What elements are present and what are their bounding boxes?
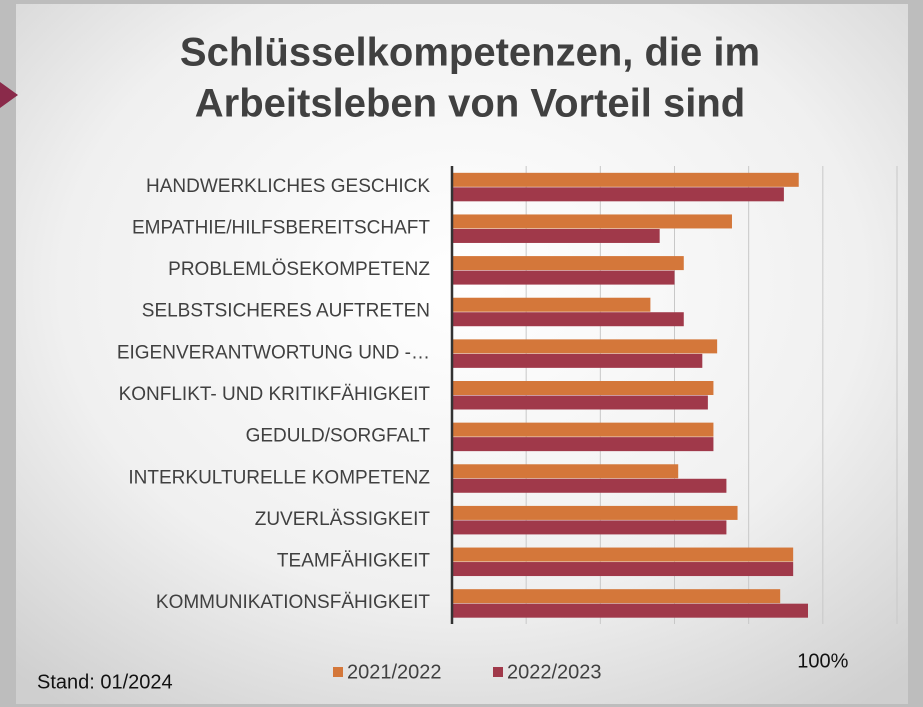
y-tick-label: ZUVERLÄSSIGKEIT [255,509,431,530]
bar [452,562,794,577]
bar [452,172,799,187]
legend-label: 2021/2022 [347,661,442,683]
bar [452,422,714,437]
legend-swatch [333,667,343,677]
bar [452,520,727,535]
footnote: Stand: 01/2024 [37,671,173,693]
y-tick-label: INTERKULTURELLE KOMPETENZ [128,467,430,488]
bar [452,381,714,395]
y-tick-label: TEAMFÄHIGKEIT [277,551,430,572]
chart-title: Schlüsselkompetenzen, die im [180,31,760,75]
bar [452,339,718,354]
y-tick-label: KOMMUNIKATIONSFÄHIGKEIT [156,592,431,613]
y-tick-label: KONFLIKT- UND KRITIKFÄHIGKEIT [119,384,431,405]
chart-title: Arbeitsleben von Vorteil sind [195,82,745,126]
bar [452,505,738,520]
arrow-decoration [0,82,18,108]
bar [452,270,675,285]
bar [452,437,714,452]
y-tick-label: HANDWERKLICHES GESCHICK [146,176,430,197]
bar [452,464,679,479]
bar [452,214,732,229]
bar [452,312,684,327]
bar [452,589,781,604]
bar [452,187,784,202]
legend-swatch [493,667,503,677]
legend-label: 2022/2023 [507,661,602,683]
bar [452,478,727,493]
bar [452,395,708,410]
bar [452,603,808,618]
y-tick-label: SELBSTSICHERES AUFTRETEN [142,301,430,322]
y-tick-label: PROBLEMLÖSEKOMPETENZ [168,259,430,280]
bar [452,256,684,271]
bar [452,228,660,243]
y-tick-label: GEDULD/SORGFALT [246,426,431,447]
y-tick-label: EIGENVERANTWORTUNG UND -… [117,342,430,363]
bar [452,353,703,368]
bar [452,297,651,312]
bar [452,547,794,562]
x-tick-label: 100% [797,650,848,672]
y-tick-label: EMPATHIE/HILFSBEREITSCHAFT [132,217,430,238]
